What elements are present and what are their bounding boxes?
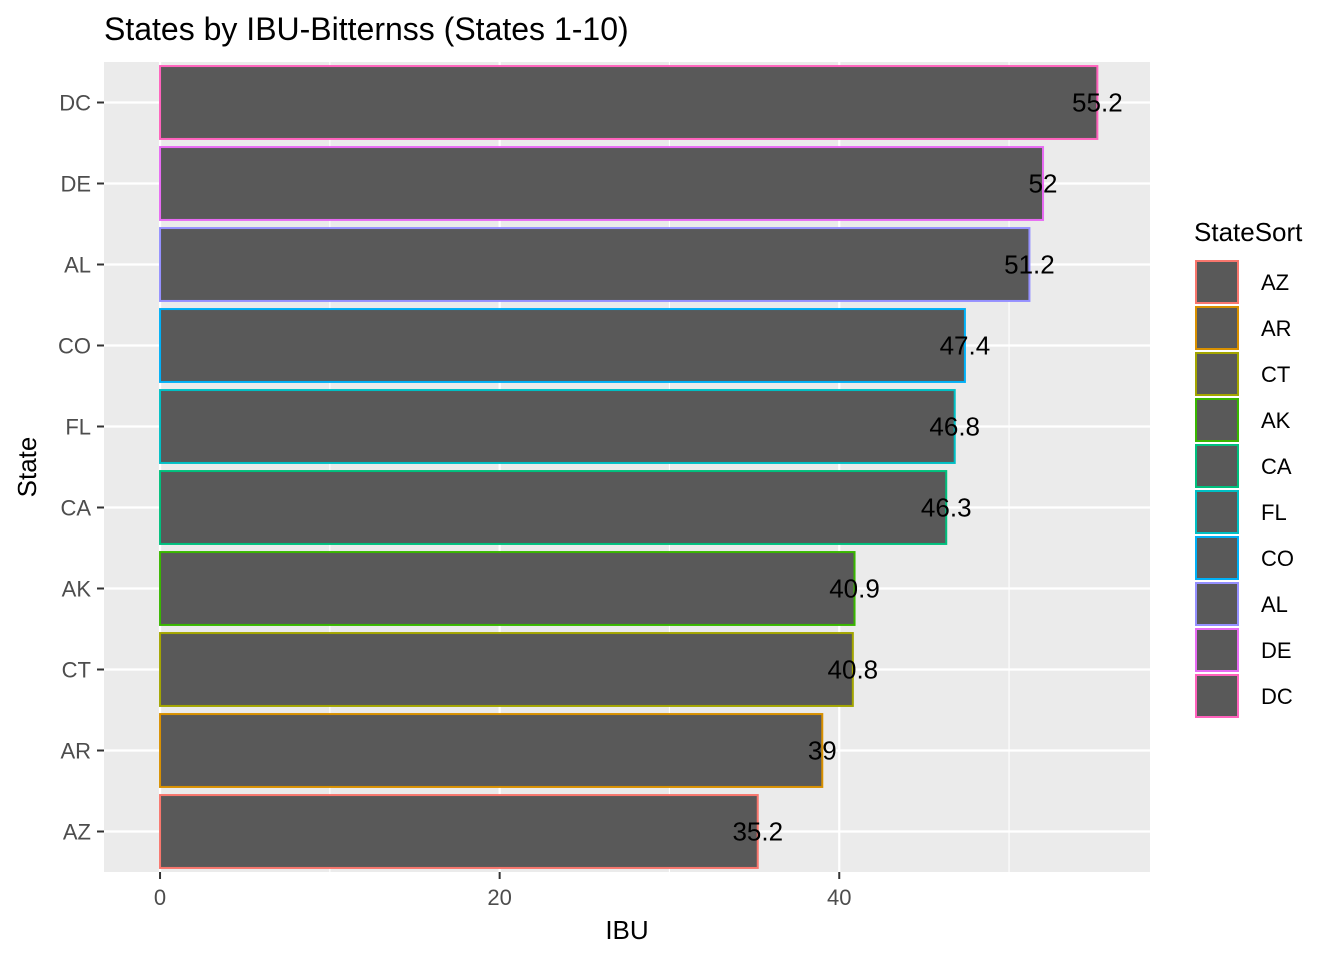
- value-label-az: 35.2: [732, 817, 783, 847]
- y-tick-label-ak: AK: [62, 577, 92, 602]
- legend-label-co: CO: [1261, 546, 1294, 571]
- y-tick-label-de: DE: [60, 172, 91, 197]
- y-tick-label-al: AL: [64, 253, 91, 278]
- legend-label-de: DE: [1261, 638, 1292, 663]
- bar-ct: [159, 632, 854, 707]
- legend-label-az: AZ: [1261, 270, 1289, 295]
- y-axis-title: State: [12, 437, 42, 498]
- y-tick-label-az: AZ: [63, 820, 91, 845]
- value-label-dc: 55.2: [1072, 88, 1123, 118]
- bar-al: [159, 227, 1031, 302]
- value-label-ct: 40.8: [828, 655, 879, 685]
- y-tick-label-co: CO: [58, 334, 91, 359]
- legend-key-de: [1195, 628, 1239, 672]
- legend-title: StateSort: [1194, 217, 1303, 247]
- y-tick-label-ca: CA: [60, 496, 91, 521]
- y-tick-label-ct: CT: [62, 658, 91, 683]
- legend-label-al: AL: [1261, 592, 1288, 617]
- value-label-fl: 46.8: [929, 412, 980, 442]
- x-axis-title: IBU: [605, 915, 648, 945]
- x-tick-label-20: 20: [487, 885, 511, 910]
- value-label-ar: 39: [808, 736, 837, 766]
- bars: [159, 65, 1099, 869]
- value-label-de: 52: [1029, 169, 1058, 199]
- bar-ca: [159, 470, 948, 545]
- legend-key-az: [1195, 260, 1239, 304]
- bar-az: [159, 794, 759, 869]
- legend-key-ar: [1195, 306, 1239, 350]
- bar-ar: [159, 713, 824, 788]
- legend-label-fl: FL: [1261, 500, 1287, 525]
- bar-co: [159, 308, 966, 383]
- x-tick-label-40: 40: [827, 885, 851, 910]
- legend-key-ak: [1195, 398, 1239, 442]
- value-label-al: 51.2: [1004, 250, 1055, 280]
- value-label-co: 47.4: [940, 331, 991, 361]
- legend-key-al: [1195, 582, 1239, 626]
- bar-ak: [159, 551, 856, 626]
- legend-label-ca: CA: [1261, 454, 1292, 479]
- legend: StateSort AZ AR CT AK CA FL CO AL DE DC: [1194, 217, 1303, 718]
- legend-key-ca: [1195, 444, 1239, 488]
- legend-key-co: [1195, 536, 1239, 580]
- x-tick-label-0: 0: [154, 885, 166, 910]
- legend-key-ct: [1195, 352, 1239, 396]
- value-label-ca: 46.3: [921, 493, 972, 523]
- value-label-ak: 40.9: [829, 574, 880, 604]
- legend-label-ar: AR: [1261, 316, 1292, 341]
- legend-label-ct: CT: [1261, 362, 1290, 387]
- y-tick-label-dc: DC: [59, 91, 91, 116]
- bar-de: [159, 146, 1045, 221]
- y-axis: AZ AR CT AK CA FL CO AL DE DC: [58, 91, 104, 845]
- y-tick-label-ar: AR: [60, 739, 91, 764]
- bar-fl: [159, 389, 956, 464]
- y-tick-label-fl: FL: [65, 415, 91, 440]
- value-labels: 35.2 39 40.8 40.9 46.3 46.8 47.4 51.2 52 55.2: [732, 88, 1122, 847]
- legend-key-dc: [1195, 674, 1239, 718]
- bar-dc: [159, 65, 1099, 140]
- legend-label-dc: DC: [1261, 684, 1293, 709]
- legend-key-fl: [1195, 490, 1239, 534]
- legend-items: AZ AR CT AK CA FL CO AL DE DC: [1195, 260, 1294, 718]
- legend-label-ak: AK: [1261, 408, 1291, 433]
- chart-title: States by IBU-Bitternss (States 1-10): [104, 11, 629, 47]
- x-axis: 0 20 40: [154, 872, 851, 910]
